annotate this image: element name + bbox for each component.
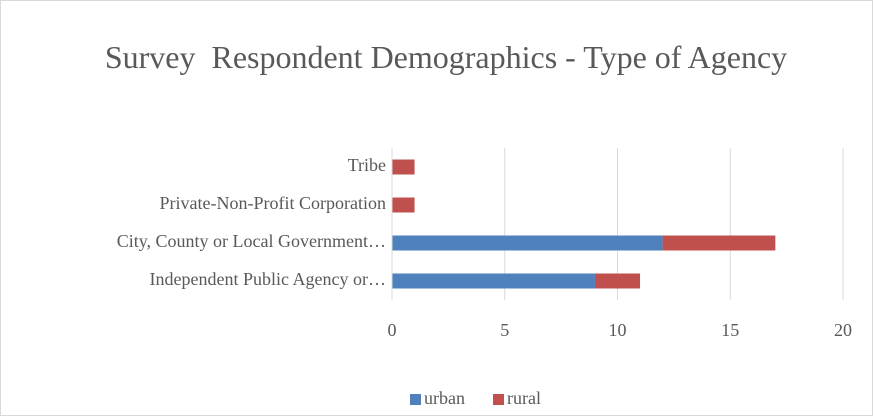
- bar: [662, 235, 776, 251]
- bar: [392, 273, 595, 289]
- legend-swatch: [492, 394, 504, 405]
- x-tick-label: 5: [500, 320, 509, 340]
- bar: [392, 159, 415, 175]
- legend-label: rural: [507, 388, 541, 408]
- x-tick-label: 20: [834, 320, 852, 340]
- legend-swatch: [410, 394, 421, 405]
- y-tick-label: Tribe: [348, 155, 386, 175]
- bar: [392, 235, 663, 251]
- y-tick-label: Private-Non-Profit Corporation: [160, 193, 386, 213]
- bar: [594, 273, 641, 289]
- x-tick-label: 15: [721, 320, 739, 340]
- x-tick-label: 0: [388, 320, 397, 340]
- legend-label: urban: [424, 388, 465, 408]
- x-tick-label: 10: [609, 320, 627, 340]
- y-tick-label: Independent Public Agency or…: [150, 269, 386, 289]
- chart-title: Survey Respondent Demographics - Type of…: [104, 39, 788, 75]
- bar: [392, 197, 415, 213]
- y-tick-label: City, County or Local Government…: [117, 231, 386, 251]
